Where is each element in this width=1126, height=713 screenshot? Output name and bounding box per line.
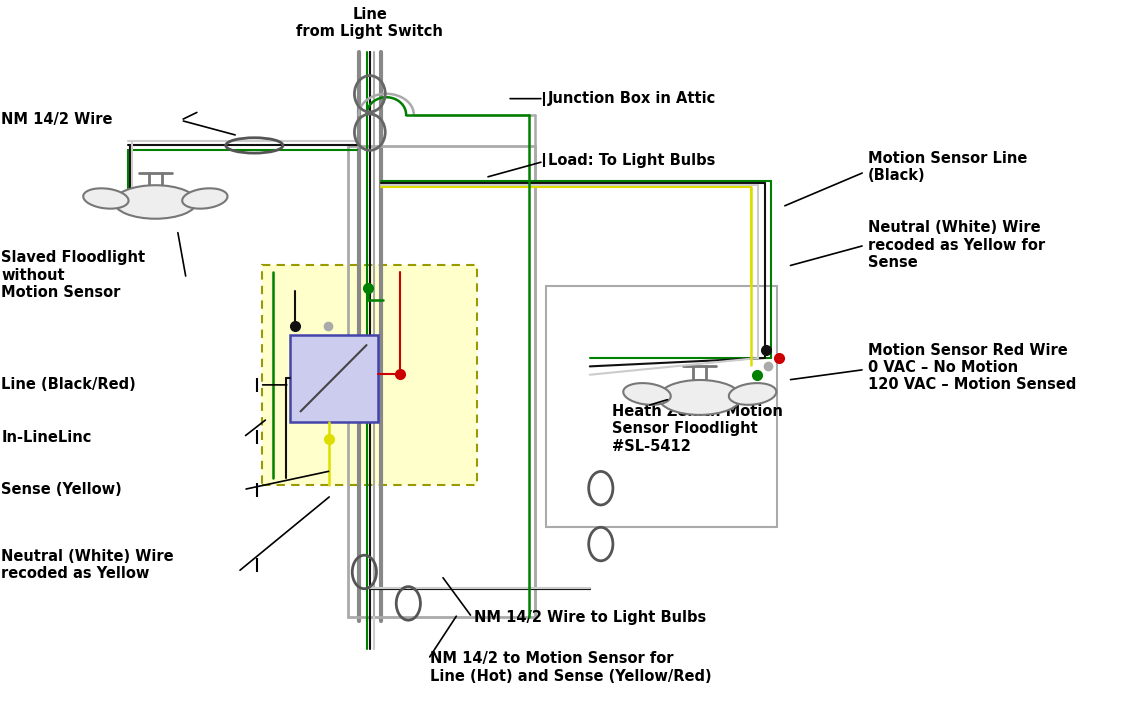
Text: Heath Zenith Motion
Sensor Floodlight
#SL-5412: Heath Zenith Motion Sensor Floodlight #S…: [611, 404, 783, 453]
Text: Junction Box in Attic: Junction Box in Attic: [548, 91, 716, 106]
Bar: [289, 334, 377, 422]
Ellipse shape: [729, 383, 776, 405]
Text: In-LineLinc: In-LineLinc: [1, 430, 91, 445]
Ellipse shape: [624, 383, 671, 405]
Ellipse shape: [114, 185, 197, 219]
Text: Motion Sensor Line
(Black): Motion Sensor Line (Black): [868, 151, 1027, 183]
Text: Motion Sensor Red Wire
0 VAC – No Motion
120 VAC – Motion Sensed: Motion Sensor Red Wire 0 VAC – No Motion…: [868, 342, 1076, 392]
Text: Line (Black/Red): Line (Black/Red): [1, 377, 136, 392]
Text: NM 14/2 Wire: NM 14/2 Wire: [1, 112, 113, 127]
Text: Sense (Yellow): Sense (Yellow): [1, 482, 122, 497]
Ellipse shape: [182, 188, 227, 209]
Text: NM 14/2 to Motion Sensor for
Line (Hot) and Sense (Yellow/Red): NM 14/2 to Motion Sensor for Line (Hot) …: [430, 652, 712, 684]
Ellipse shape: [83, 188, 128, 209]
Bar: [262, 265, 476, 485]
Text: Load: To Light Bulbs: Load: To Light Bulbs: [548, 153, 715, 168]
Text: Line
from Light Switch: Line from Light Switch: [296, 7, 444, 39]
Text: Neutral (White) Wire
recoded as Yellow for
Sense: Neutral (White) Wire recoded as Yellow f…: [868, 220, 1045, 270]
Text: NM 14/2 Wire to Light Bulbs: NM 14/2 Wire to Light Bulbs: [474, 610, 707, 625]
Ellipse shape: [659, 380, 741, 415]
Text: Slaved Floodlight
without
Motion Sensor: Slaved Floodlight without Motion Sensor: [1, 250, 145, 300]
Bar: [348, 146, 535, 617]
Text: Neutral (White) Wire
recoded as Yellow: Neutral (White) Wire recoded as Yellow: [1, 549, 175, 581]
Bar: [546, 286, 777, 527]
